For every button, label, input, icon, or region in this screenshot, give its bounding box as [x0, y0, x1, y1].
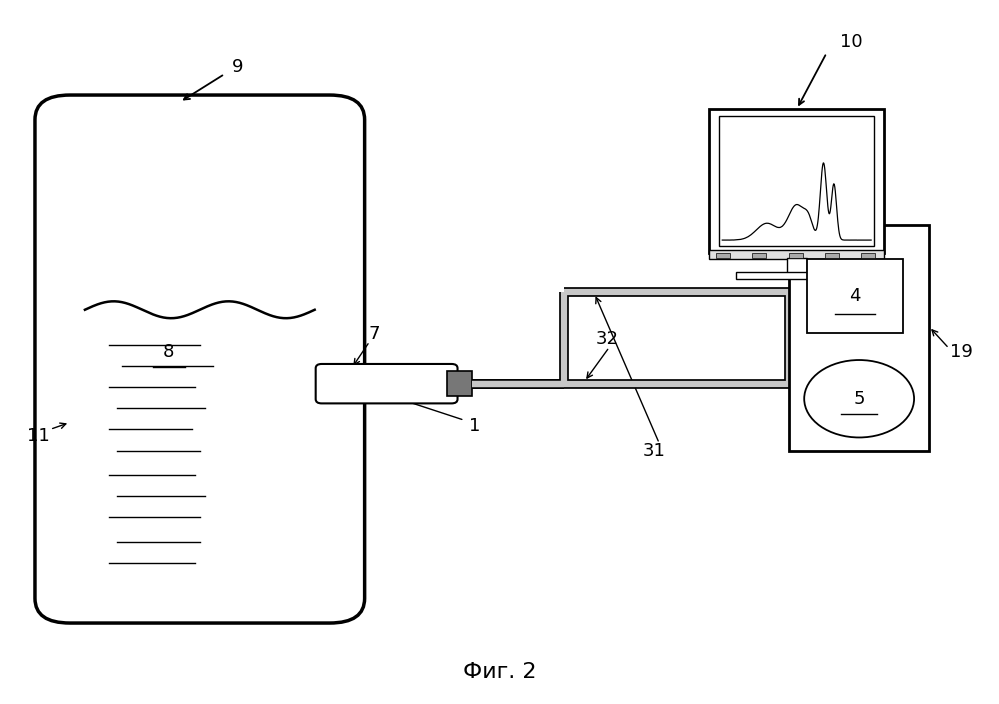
Bar: [716, 253, 730, 258]
FancyBboxPatch shape: [316, 364, 458, 403]
Text: 11: 11: [27, 427, 49, 446]
Text: 31: 31: [643, 441, 665, 460]
Bar: [719, 116, 874, 246]
Bar: [709, 109, 884, 253]
Bar: [735, 272, 858, 279]
Bar: [752, 253, 766, 258]
Text: 1: 1: [469, 417, 481, 435]
Text: 8: 8: [163, 343, 174, 361]
Text: 10: 10: [840, 33, 863, 51]
Bar: [825, 253, 839, 258]
Bar: [789, 253, 803, 258]
Bar: [861, 253, 875, 258]
Bar: [807, 260, 903, 334]
Bar: [709, 250, 884, 259]
Text: Фиг. 2: Фиг. 2: [463, 662, 536, 682]
Text: 7: 7: [369, 325, 381, 344]
Bar: [447, 371, 472, 396]
Text: 9: 9: [232, 58, 244, 76]
FancyBboxPatch shape: [35, 95, 365, 623]
Bar: [789, 225, 929, 451]
Text: 19: 19: [950, 343, 972, 361]
Bar: [787, 258, 807, 275]
Text: 32: 32: [595, 330, 619, 348]
Text: 4: 4: [849, 287, 861, 306]
Circle shape: [804, 360, 914, 437]
Text: 5: 5: [853, 390, 865, 408]
